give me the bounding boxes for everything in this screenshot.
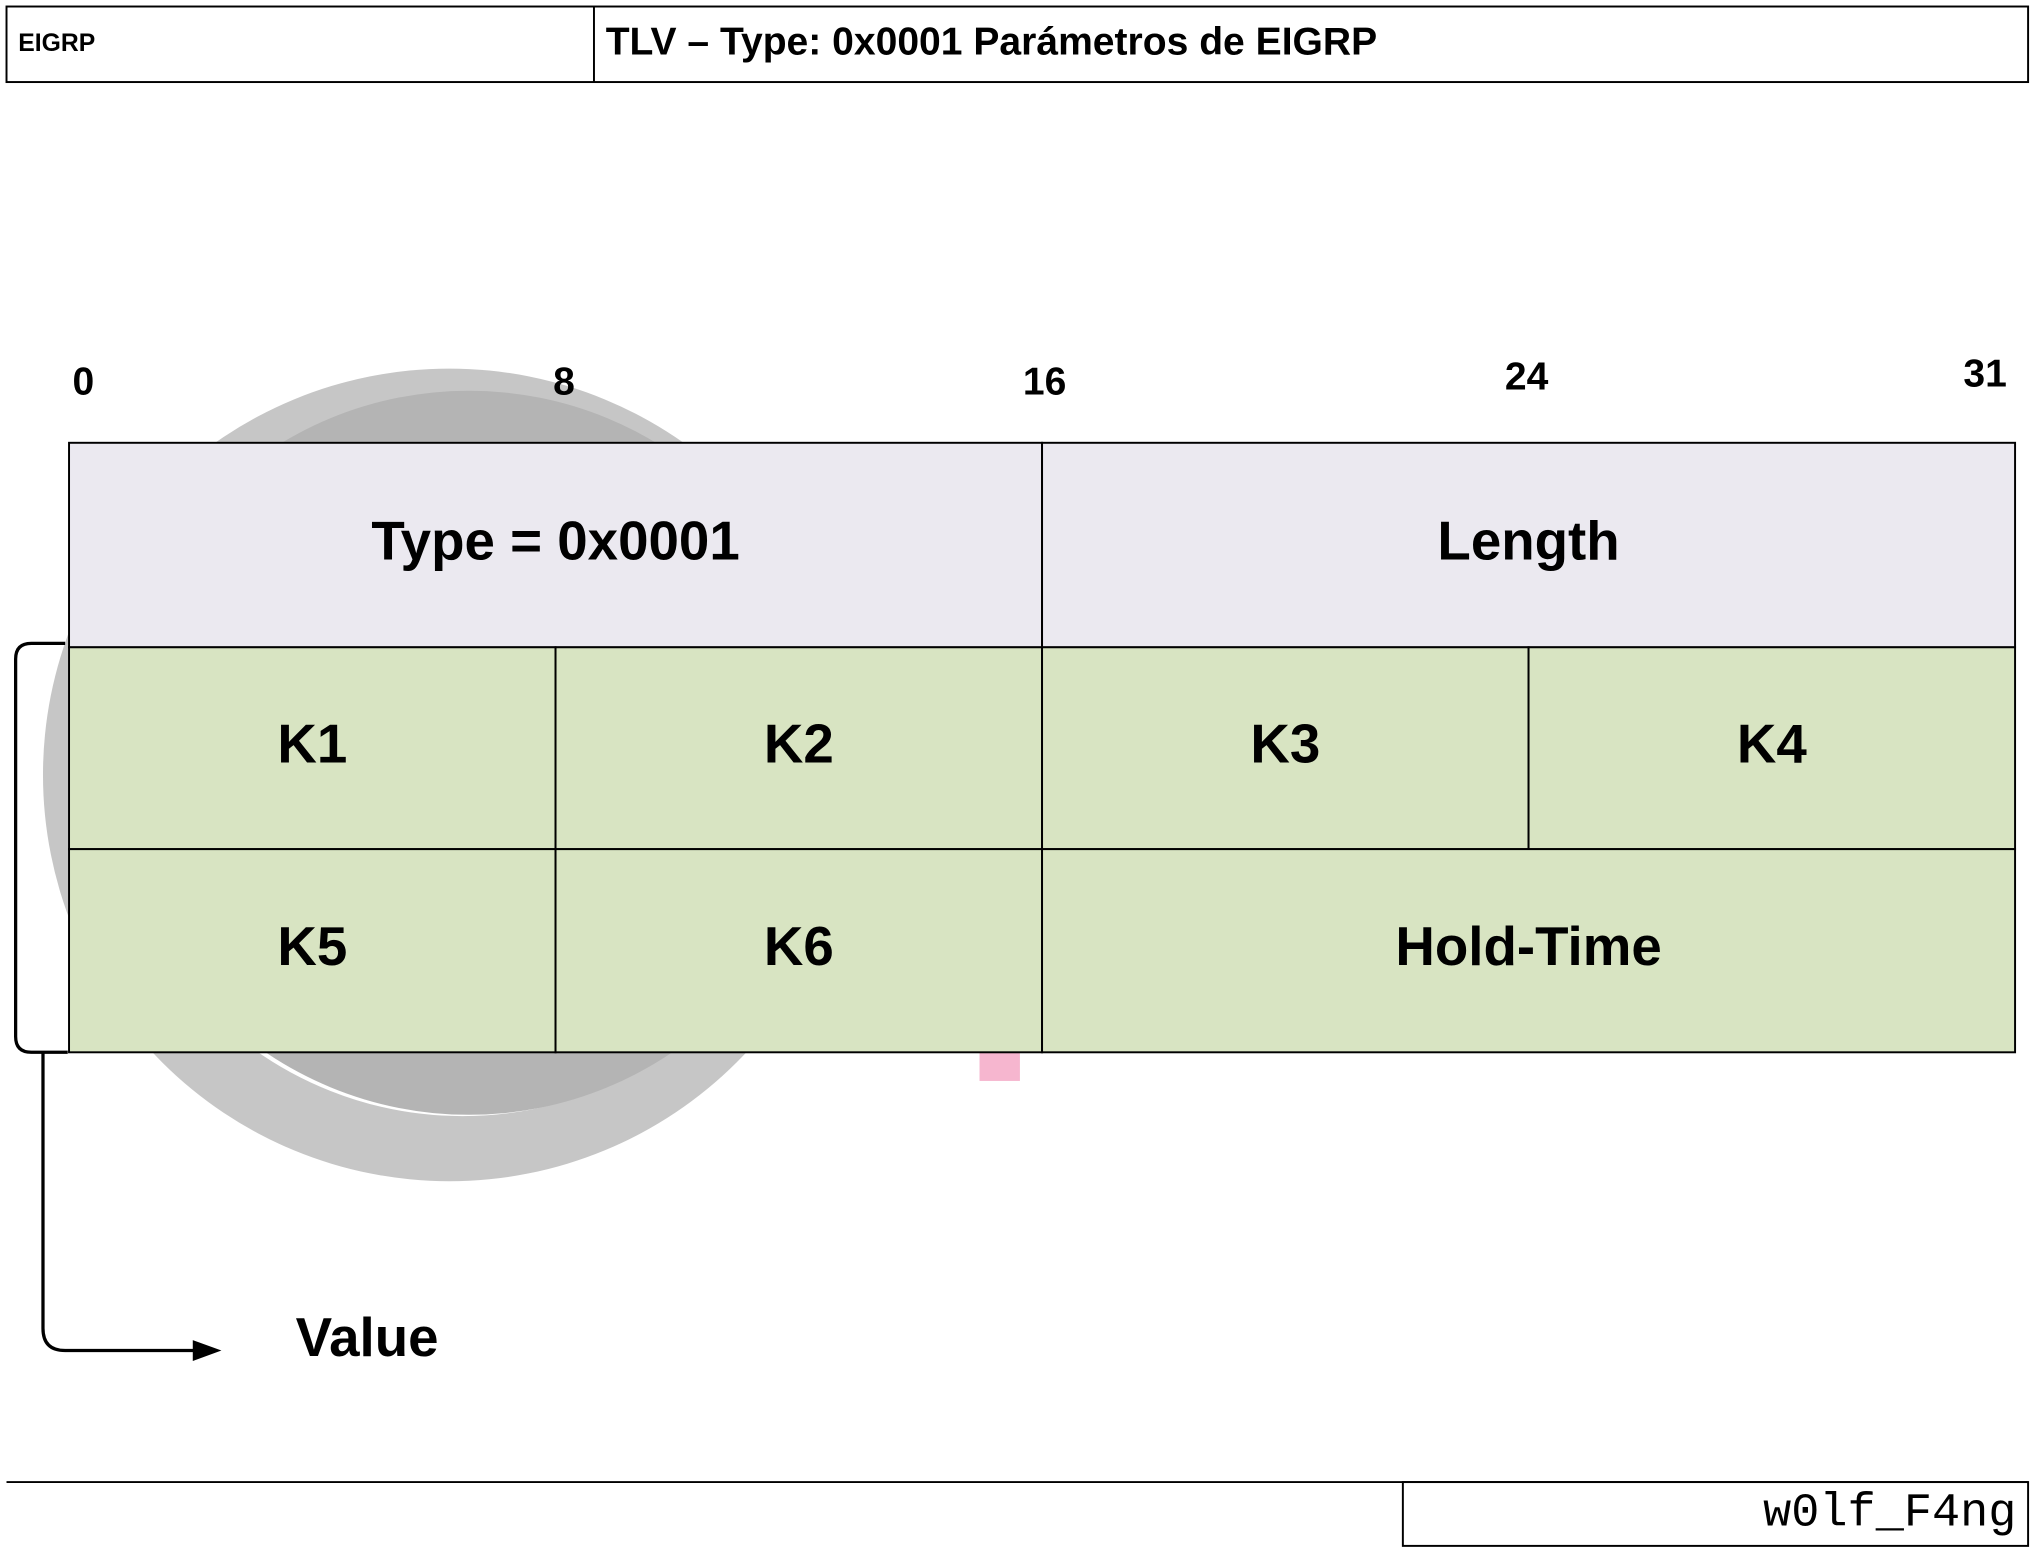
field-cell [68,646,557,851]
footer-author: w0lf_F4ng [1763,1488,2016,1541]
field-label: K2 [764,713,834,775]
arrow-head [192,1340,222,1361]
bit-label: 24 [1505,355,1549,398]
field-cell [1041,848,2017,1054]
value-arrow [41,1052,196,1353]
header-section: EIGRP [18,30,95,57]
footer-box [1401,1481,2030,1547]
bit-label: 0 [72,361,94,404]
field-label: Type = 0x0001 [371,509,739,571]
field-label: K1 [277,713,347,775]
field-label: Length [1437,509,1619,571]
field-label: K4 [1737,713,1807,775]
field-cell [554,848,1044,1054]
field-label: K5 [277,915,347,977]
field-label: K6 [764,915,834,977]
field-label: K3 [1250,713,1320,775]
field-cell [554,646,1044,851]
field-table: Type = 0x0001 Length K1 K2 K3 K4 K5 K6 Hold-Time [68,441,2017,1054]
bit-label: 8 [553,361,575,404]
decor-square [979,1052,1020,1081]
value-label: Value [296,1306,439,1368]
bit-label: 31 [1963,353,2006,396]
value-bracket [14,641,68,1054]
header-title: TLV – Type: 0x0001 Parámetros de EIGRP [606,21,1378,64]
field-label: Hold-Time [1395,915,1661,977]
field-cell [1527,646,2017,851]
bit-label: 16 [1023,361,1066,404]
field-cell [1041,441,2017,649]
header-box [5,5,2030,84]
field-cell [68,848,557,1054]
field-cell [1041,646,1530,851]
